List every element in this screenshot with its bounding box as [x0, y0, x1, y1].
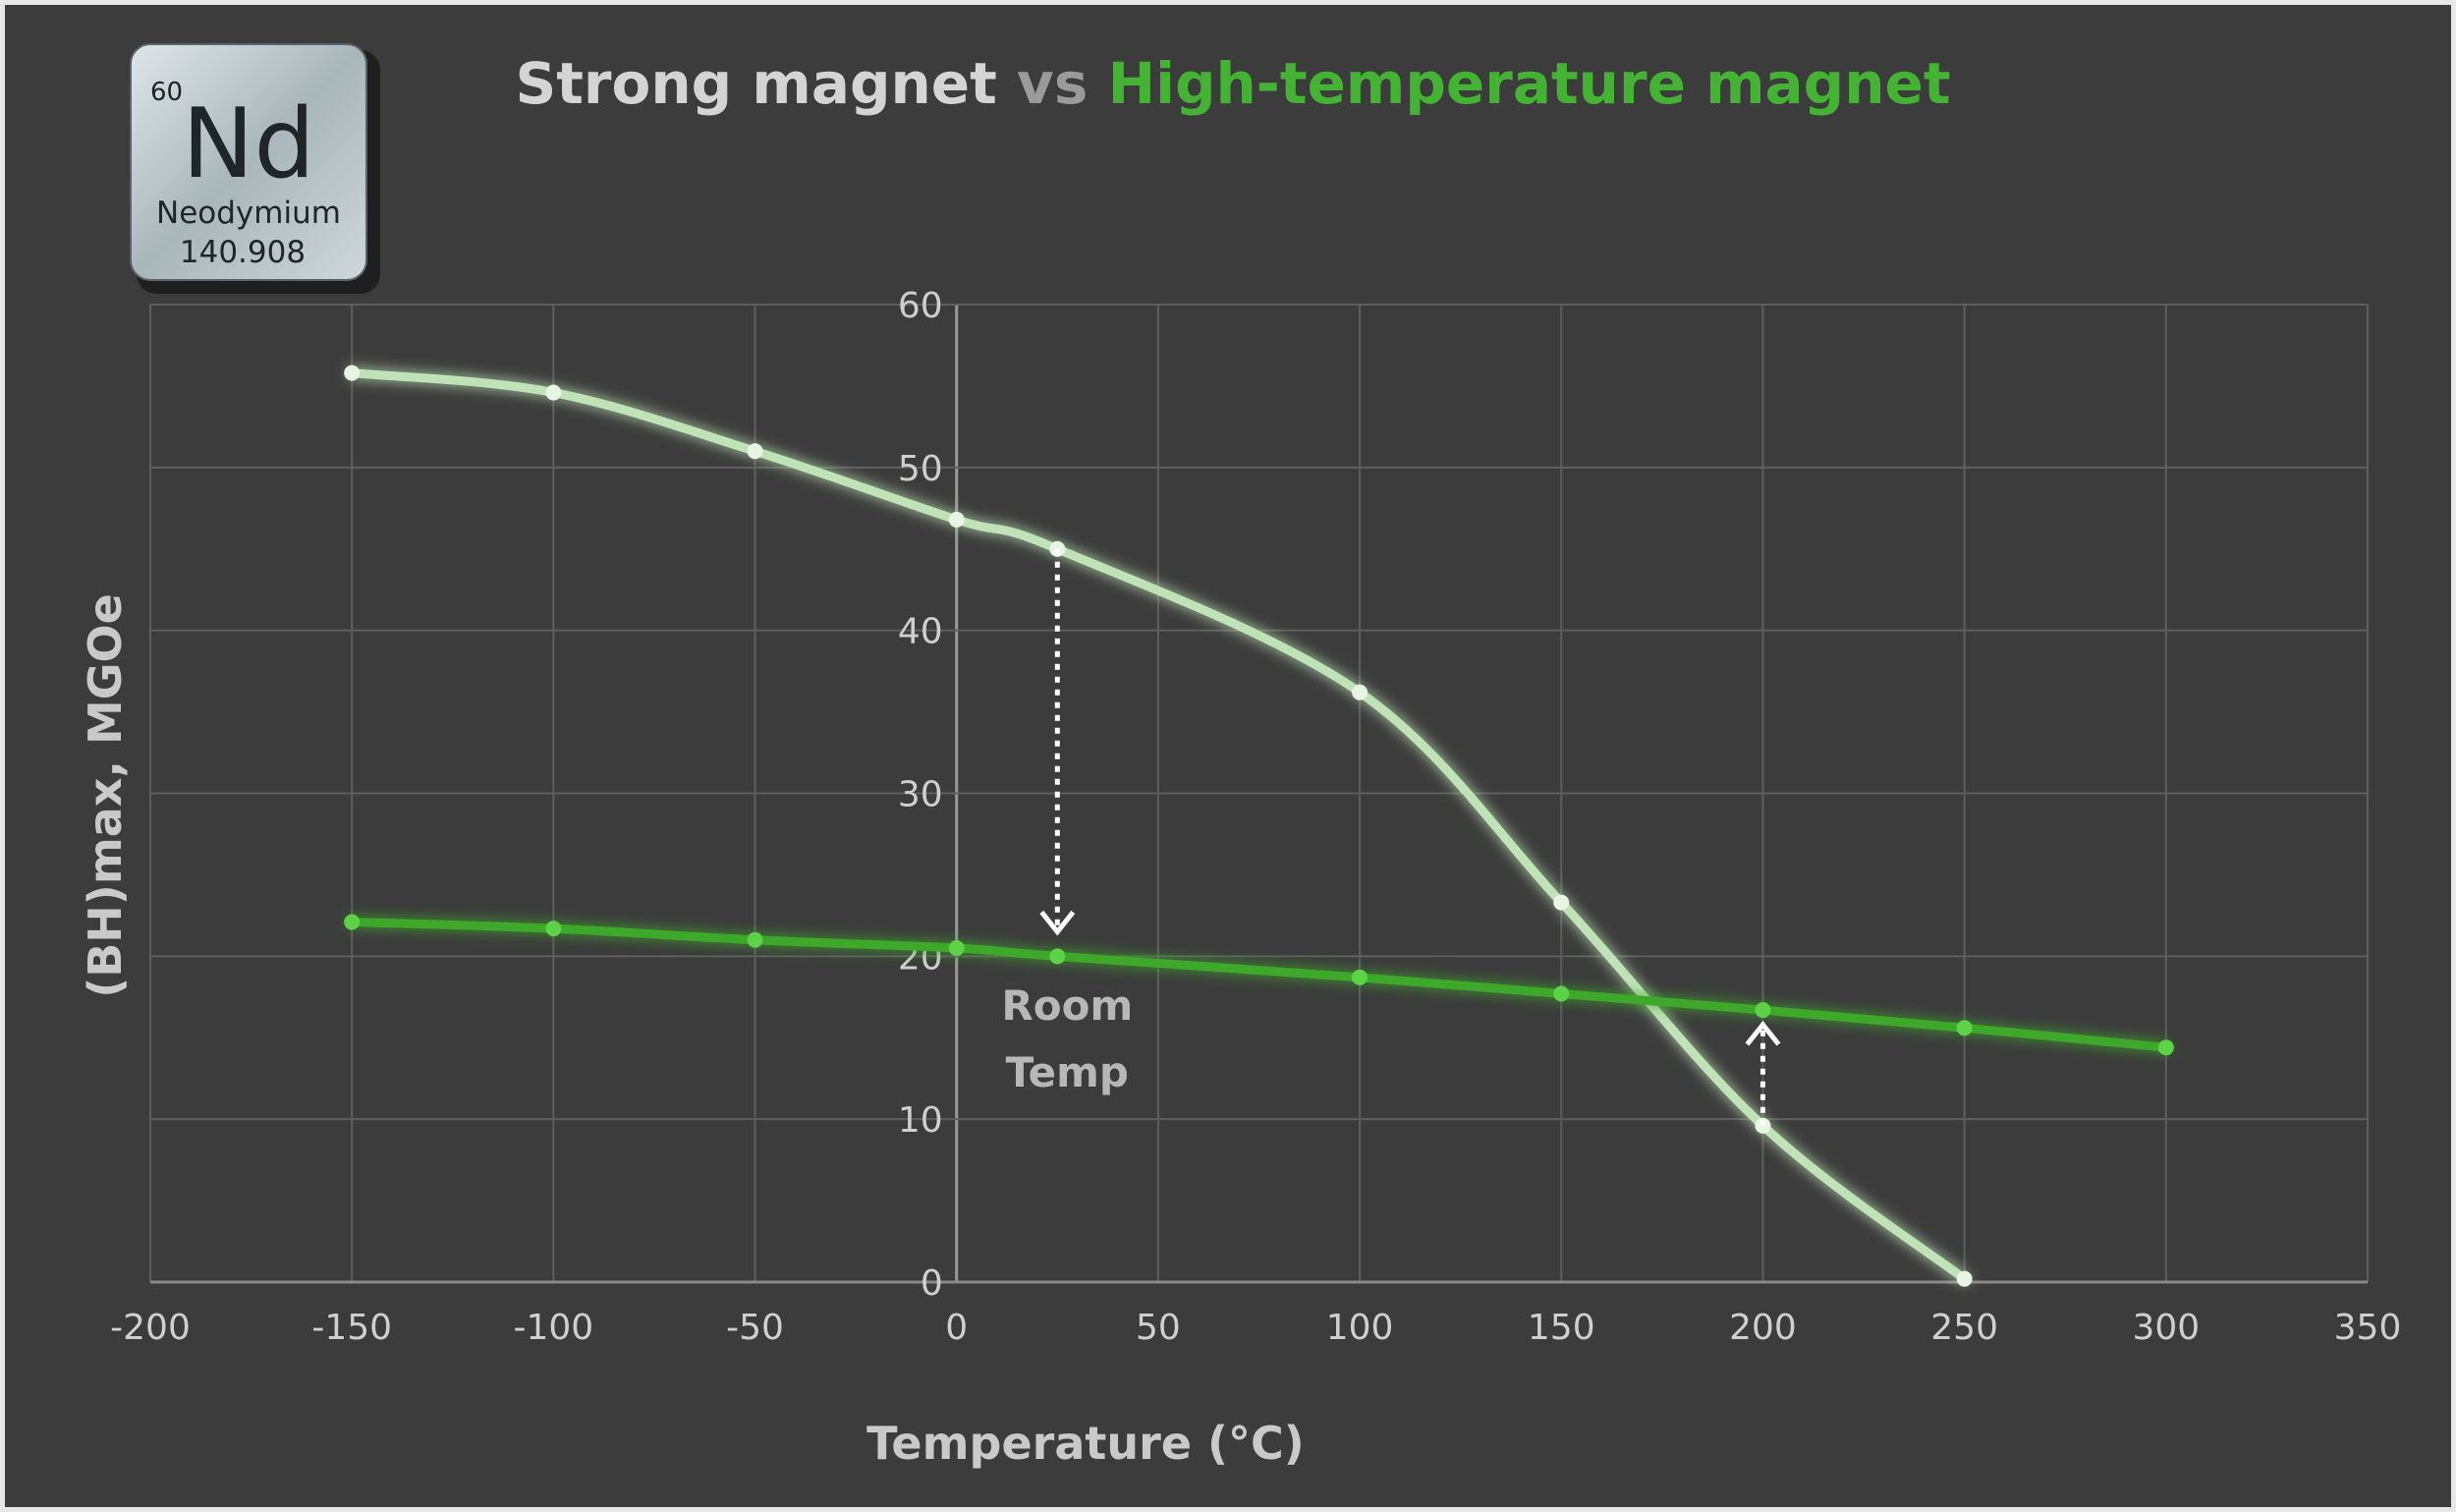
series-0-point — [1553, 894, 1570, 911]
x-tick-label: -200 — [110, 1308, 191, 1348]
series-1-point — [1755, 1002, 1771, 1019]
annotation-arrows — [1039, 548, 1781, 1126]
arrow-1-head — [1745, 1020, 1781, 1046]
x-axis-title: Temperature (°C) — [866, 1417, 1305, 1470]
x-tick-label: 100 — [1326, 1308, 1394, 1348]
series-0-line — [347, 368, 1970, 1284]
gridlines — [149, 304, 2369, 1284]
x-tick-label: 300 — [2132, 1308, 2200, 1348]
x-tick-label: -100 — [514, 1308, 594, 1348]
element-name: Neodymium — [156, 196, 341, 231]
series-0-point — [545, 384, 562, 401]
y-tick-label: 10 — [898, 1100, 943, 1141]
series-1-point — [1553, 985, 1570, 1002]
x-tick-labels: -200 -150 -100 -50 0 50 100 150 200 250 300 350 — [110, 1308, 2401, 1348]
series-0-point — [1352, 684, 1368, 700]
series-0-point — [344, 364, 361, 381]
x-tick-label: 350 — [2334, 1308, 2402, 1348]
annotation-text: Room — [1001, 981, 1133, 1030]
chart-title: Strong magnet vs High-temperature magnet — [515, 50, 1950, 117]
chart-title-part-0: Strong magnet — [515, 50, 996, 117]
chart-frame: 60 Nd Neodymium 140.908 Strong magnet vs… — [5, 5, 2451, 1507]
neodymium-element-logo: 60 Nd Neodymium 140.908 — [130, 43, 380, 294]
series-0-point — [1956, 1270, 1973, 1287]
x-tick-label: 0 — [945, 1308, 968, 1348]
series-1-point — [1956, 1020, 1973, 1036]
series-1-point — [2157, 1039, 2174, 1056]
series-1-point — [1049, 948, 1066, 965]
x-tick-label: 150 — [1528, 1308, 1595, 1348]
element-symbol: Nd — [182, 88, 315, 200]
x-tick-label: -50 — [726, 1308, 784, 1348]
x-tick-label: -150 — [311, 1308, 392, 1348]
data-points — [344, 364, 2174, 1287]
element-mass: 140.908 — [180, 235, 306, 270]
series-1-point — [747, 931, 763, 948]
series-1-point — [1352, 969, 1368, 985]
series-1-line — [347, 918, 2171, 1052]
y-tick-label: 30 — [898, 775, 943, 815]
chart-title-part-2: High-temperature magnet — [1108, 50, 1951, 117]
series-0-point — [948, 511, 965, 528]
x-tick-label: 250 — [1930, 1308, 1998, 1348]
series-0-point — [747, 443, 763, 460]
series-lines — [347, 368, 2171, 1284]
y-tick-label: 40 — [898, 612, 943, 652]
annotations: Room Temp — [1001, 981, 1133, 1096]
annotation-text: Temp — [1006, 1048, 1129, 1096]
series-1-point — [545, 921, 562, 937]
element-atomic-number: 60 — [150, 78, 183, 107]
arrow-0-head — [1039, 910, 1076, 936]
chart-title-part-1: vs — [997, 50, 1108, 117]
y-tick-label: 0 — [921, 1263, 943, 1304]
x-tick-label: 50 — [1136, 1308, 1181, 1348]
y-tick-label: 60 — [898, 286, 943, 326]
series-1-point — [948, 940, 965, 957]
chart-canvas: 60 Nd Neodymium 140.908 Strong magnet vs… — [79, 43, 2401, 1470]
element-tile — [130, 43, 367, 281]
x-tick-label: 200 — [1729, 1308, 1797, 1348]
y-axis-title: (BH)max, MGOe — [79, 593, 132, 998]
series-1-point — [344, 914, 361, 930]
y-tick-label: 50 — [898, 449, 943, 489]
